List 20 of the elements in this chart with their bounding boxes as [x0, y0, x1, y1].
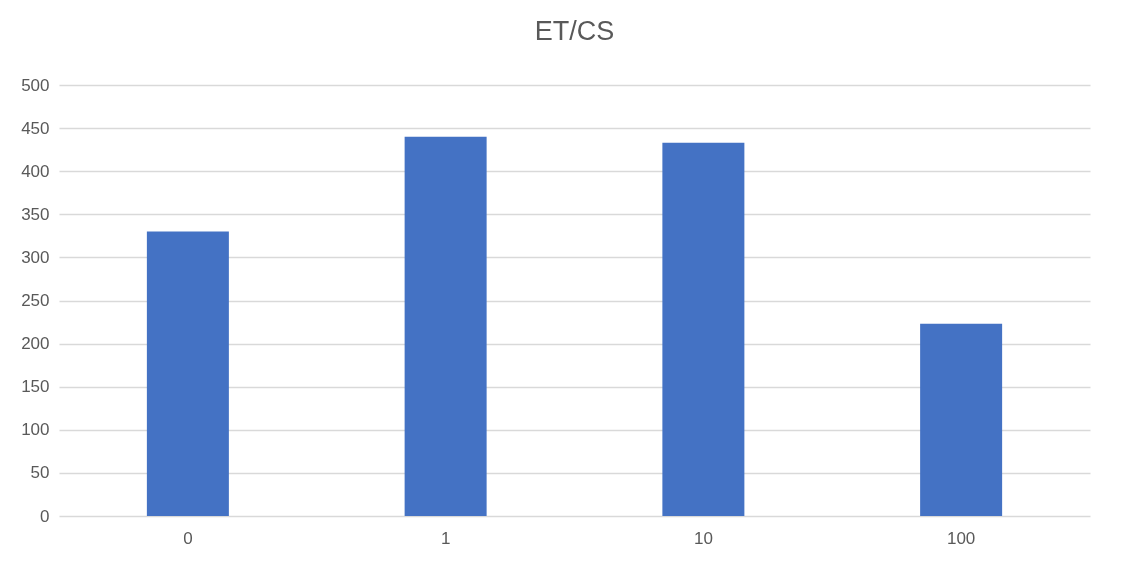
y-tick-label: 500	[21, 75, 50, 95]
y-tick-label: 50	[30, 463, 50, 483]
y-tick-label: 300	[21, 247, 50, 267]
x-tick-label: 0	[183, 528, 193, 548]
y-tick-label: 450	[21, 118, 50, 138]
bar	[146, 231, 229, 516]
bar	[404, 136, 487, 516]
y-tick-label: 350	[21, 204, 50, 224]
y-tick-label: 250	[21, 291, 50, 310]
bar	[920, 323, 1003, 516]
x-tick-label: 1	[440, 528, 451, 548]
y-tick-label: 0	[40, 506, 50, 526]
x-tick-label: 100	[946, 528, 976, 548]
y-tick-label: 100	[21, 420, 50, 440]
x-tick-label: 10	[693, 528, 713, 548]
y-tick-label: 150	[21, 377, 50, 397]
y-tick-label: 200	[21, 334, 50, 354]
y-tick-label: 400	[21, 161, 50, 181]
bar	[662, 142, 745, 516]
chart-title: ET/CS	[534, 16, 615, 46]
